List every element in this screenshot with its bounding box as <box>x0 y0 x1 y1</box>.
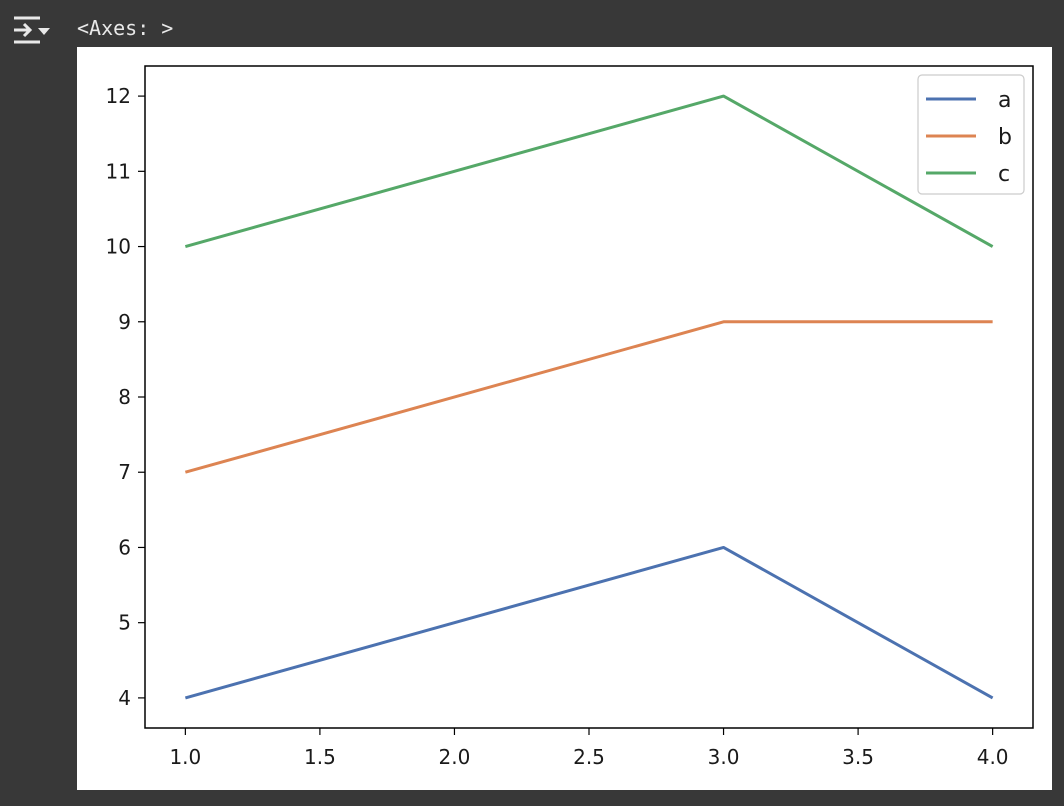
legend-label-a: a <box>998 88 1011 113</box>
axes-frame <box>144 65 1034 729</box>
y-tick-label: 10 <box>106 235 131 259</box>
series-line-b <box>184 320 993 474</box>
x-tick-label: 1.5 <box>304 745 336 769</box>
series-line-c <box>184 94 994 248</box>
output-toggle-glyph <box>14 16 50 44</box>
y-axis: 4 5 6 7 8 9 10 11 12 <box>106 84 145 710</box>
y-tick-label: 7 <box>118 460 131 484</box>
legend-label-b: b <box>998 125 1012 150</box>
x-tick-label: 3.0 <box>708 745 740 769</box>
series-group <box>184 94 994 700</box>
x-tick-label: 1.0 <box>169 745 201 769</box>
series-line-a <box>184 545 994 700</box>
y-tick-label: 9 <box>118 310 131 334</box>
y-tick-label: 11 <box>106 159 131 183</box>
x-tick-label: 3.5 <box>842 745 874 769</box>
x-tick-label: 4.0 <box>977 745 1009 769</box>
x-tick-label: 2.0 <box>439 745 471 769</box>
y-tick-label: 12 <box>106 84 131 108</box>
y-tick-label: 6 <box>118 535 131 559</box>
legend: abc <box>917 74 1025 195</box>
x-tick-label: 2.5 <box>573 745 605 769</box>
output-toggle-icon[interactable] <box>8 12 56 48</box>
legend-label-c: c <box>998 162 1010 187</box>
line-chart: 1.0 1.5 2.0 2.5 3.0 3.5 4.0 4 5 6 7 8 9 10 11 12 abc <box>106 65 1034 769</box>
y-tick-label: 8 <box>118 385 131 409</box>
x-axis: 1.0 1.5 2.0 2.5 3.0 3.5 4.0 <box>169 728 1009 769</box>
plot-area <box>144 65 1034 729</box>
y-tick-label: 4 <box>118 686 131 710</box>
output-text: <Axes: > <box>77 16 174 40</box>
y-tick-label: 5 <box>118 611 131 635</box>
